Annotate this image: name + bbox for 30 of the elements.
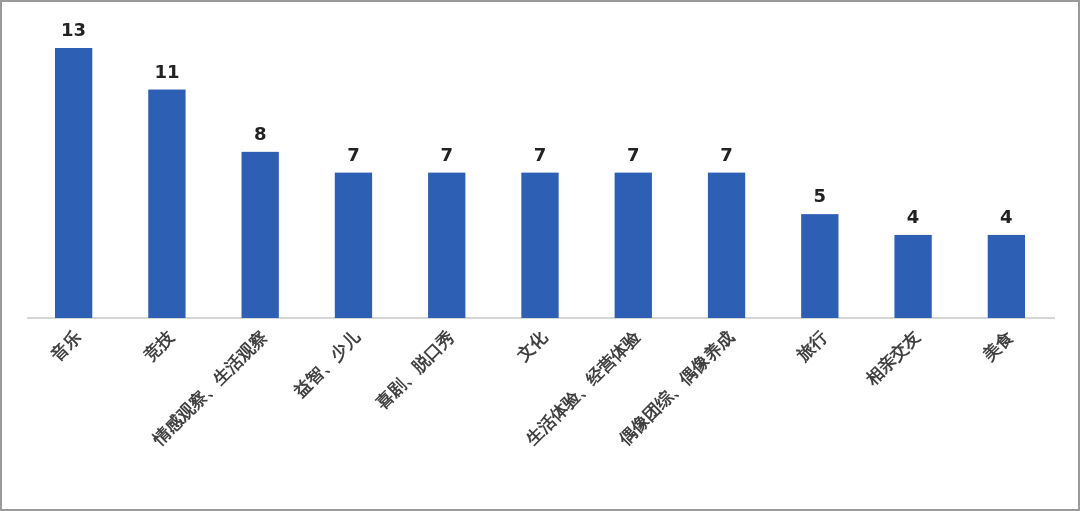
bar [54,48,93,318]
bar [428,172,466,318]
bar [521,172,559,318]
data-label: 7 [347,143,360,165]
x-tick-label: 音乐 [45,326,85,366]
bar [241,151,279,318]
data-label: 8 [253,122,267,144]
x-tick-label: 相亲交友 [860,326,924,390]
x-tick-label: 益智、少儿 [289,325,365,402]
bar [801,214,839,318]
x-tick-label: 旅行 [791,326,831,366]
data-label: 13 [61,19,87,40]
x-tick-label: 文化 [511,325,552,366]
data-label: 11 [154,60,180,82]
bar [614,172,652,318]
data-label: 7 [720,143,733,165]
bar [334,172,373,318]
bar [148,89,186,318]
bar [987,234,1026,318]
data-label: 7 [627,143,640,165]
bar [707,172,746,318]
data-label: 7 [533,143,547,165]
data-label: 4 [1000,205,1013,227]
x-tick-label: 竞技 [138,325,179,366]
data-label: 7 [440,143,453,165]
x-tick-label: 喜剧、脱口秀 [370,326,458,414]
x-tick-label: 美食 [978,326,1018,366]
data-label: 5 [813,185,827,207]
bar [894,234,932,318]
data-label: 4 [906,205,920,227]
